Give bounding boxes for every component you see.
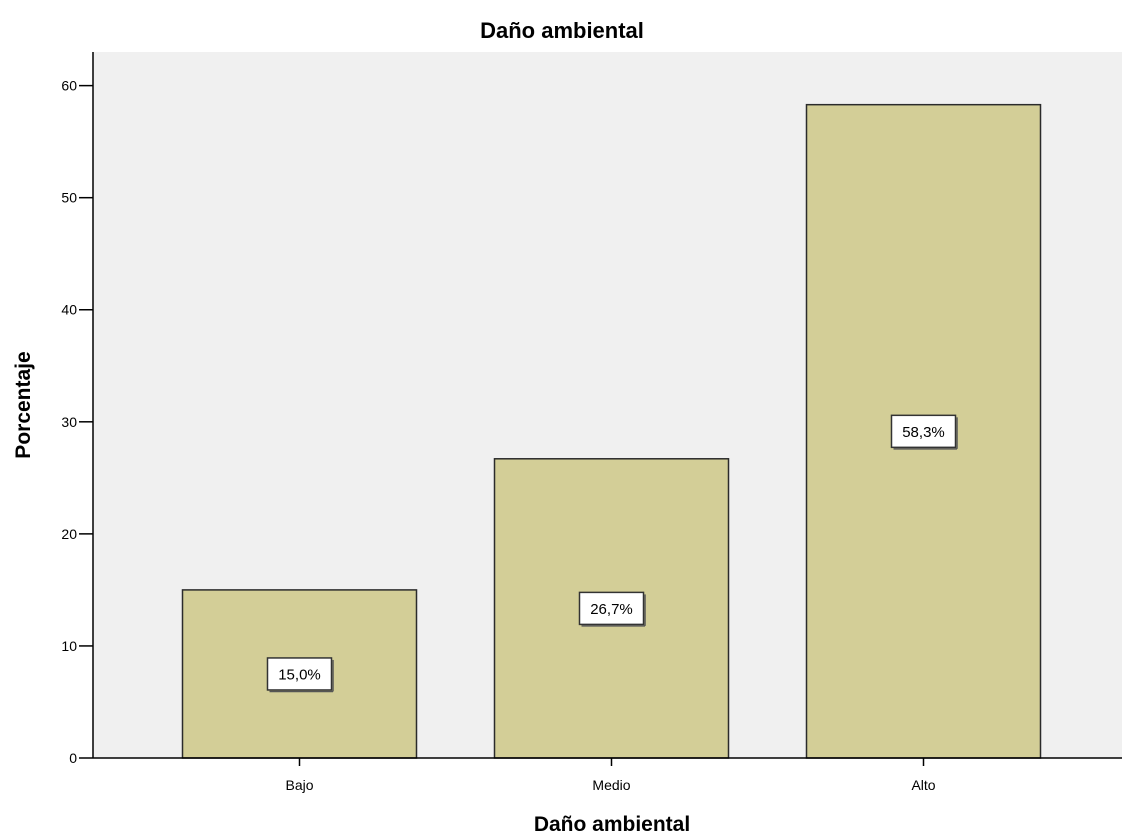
- chart-title: Daño ambiental: [480, 18, 644, 43]
- data-label-box: [890, 414, 957, 449]
- data-label-box: [578, 591, 645, 626]
- data-label-text: 26,7%: [590, 601, 633, 618]
- y-tick-label: 30: [61, 414, 77, 430]
- data-label-alto: 58,3%: [890, 414, 958, 450]
- data-label-text: 15,0%: [278, 666, 321, 683]
- x-tick-label-alto: Alto: [911, 777, 935, 793]
- data-label-medio: 26,7%: [578, 591, 646, 627]
- y-tick-label: 50: [61, 190, 77, 206]
- y-tick-label: 10: [61, 638, 77, 654]
- x-tick-label-bajo: Bajo: [285, 777, 313, 793]
- data-label-bajo: 15,0%: [266, 657, 334, 693]
- data-label-box: [266, 657, 333, 691]
- y-axis-title: Porcentaje: [12, 351, 35, 458]
- x-axis-title: Daño ambiental: [534, 813, 690, 836]
- y-tick-label: 60: [61, 78, 77, 94]
- data-label-text: 58,3%: [902, 424, 945, 441]
- y-tick-label: 40: [61, 302, 77, 318]
- axes-group: 0 10 20 30 40 50 60 Bajo Medio Alto: [61, 52, 1122, 793]
- x-tick-label-medio: Medio: [592, 777, 630, 793]
- data-labels-group: 15,0% 26,7% 58,3%: [266, 414, 958, 693]
- y-tick-label: 0: [69, 750, 77, 766]
- y-tick-label: 20: [61, 526, 77, 542]
